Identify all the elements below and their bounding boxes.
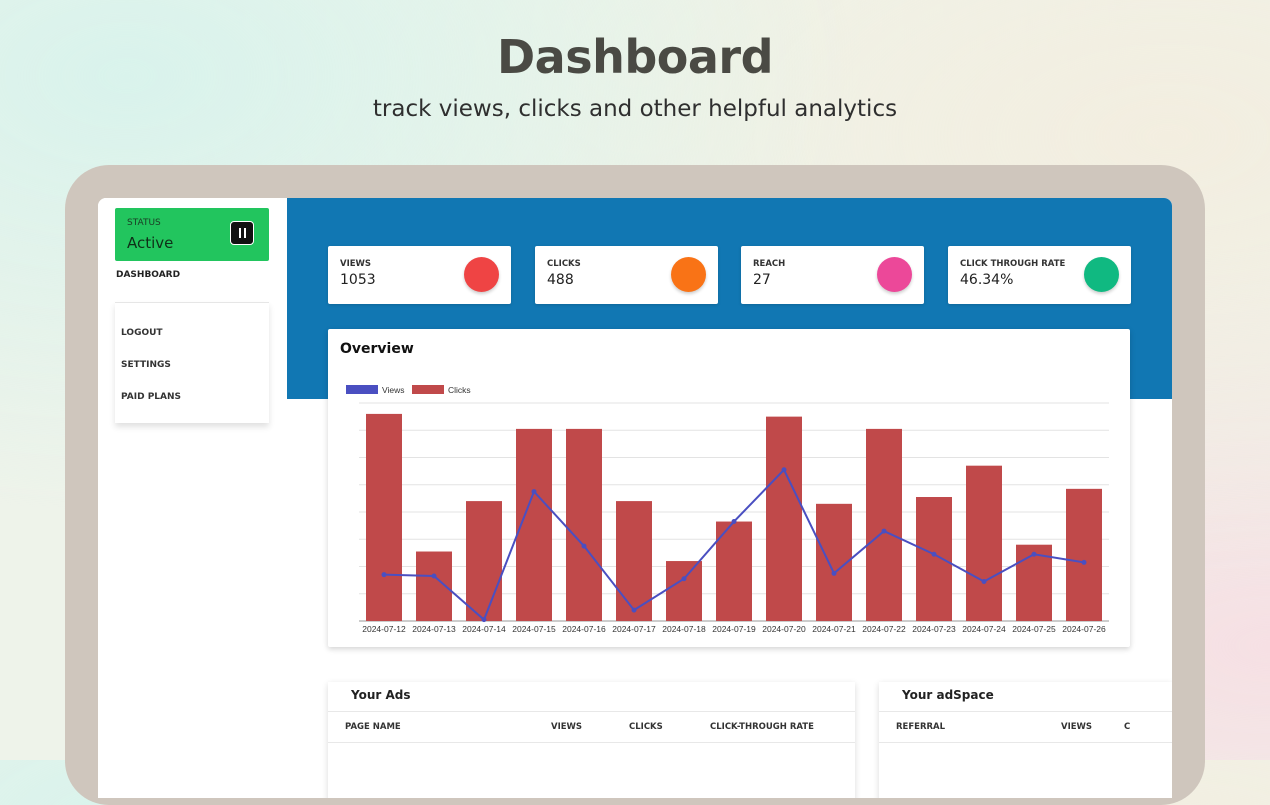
ads-table-header: PAGE NAME VIEWS CLICKS CLICK-THROUGH RAT… — [328, 711, 855, 743]
x-tick-label: 2024-07-24 — [962, 624, 1006, 634]
pause-button[interactable] — [230, 221, 254, 245]
clicks-icon — [671, 257, 706, 292]
legend-swatch-clicks — [412, 385, 444, 394]
point-views — [1081, 559, 1087, 565]
point-views — [931, 551, 937, 557]
bar-clicks — [766, 416, 802, 621]
x-tick-label: 2024-07-16 — [562, 624, 606, 634]
adspace-table-header: REFERRAL VIEWS C — [879, 711, 1172, 743]
stat-label: REACH — [753, 259, 786, 269]
sidebar-item-settings[interactable]: SETTINGS — [121, 360, 171, 370]
point-views — [581, 543, 587, 549]
bar-clicks — [966, 465, 1002, 621]
point-views — [681, 576, 687, 582]
overview-chart: 2024-07-12 2024-07-13 2024-07-14 2024-07-15… — [346, 385, 1109, 634]
x-tick-label: 2024-07-22 — [862, 624, 906, 634]
adspace-table-card: Your adSpace REFERRAL VIEWS C — [879, 682, 1172, 798]
x-tick-label: 2024-07-18 — [662, 624, 706, 634]
point-views — [831, 570, 837, 576]
x-tick-label: 2024-07-26 — [1062, 624, 1106, 634]
adspace-table-title: Your adSpace — [902, 688, 994, 702]
x-tick-label: 2024-07-25 — [1012, 624, 1056, 634]
column-header[interactable]: C — [1124, 722, 1131, 732]
column-header[interactable]: CLICKS — [629, 722, 663, 732]
column-header[interactable]: PAGE NAME — [345, 722, 401, 732]
column-header[interactable]: VIEWS — [1061, 722, 1093, 732]
status-label: STATUS — [127, 218, 161, 228]
main-content: VIEWS 1053 CLICKS 488 REACH 27 CLICK THR… — [287, 198, 1172, 798]
ads-table-title: Your Ads — [351, 688, 411, 702]
bar-clicks — [566, 428, 602, 621]
point-views — [431, 573, 437, 579]
bar-clicks — [466, 501, 502, 621]
x-tick-label: 2024-07-19 — [712, 624, 756, 634]
page-subtitle: track views, clicks and other helpful an… — [372, 96, 898, 122]
x-tick-label: 2024-07-14 — [462, 624, 506, 634]
status-box: STATUS Active — [115, 208, 269, 261]
status-value: Active — [127, 234, 174, 252]
stat-value: 27 — [753, 272, 771, 288]
point-views — [781, 467, 787, 473]
stat-card-clicks: CLICKS 488 — [535, 246, 718, 304]
point-views — [1031, 551, 1037, 557]
sidebar-menu: LOGOUT SETTINGS PAID PLANS — [115, 302, 269, 423]
x-tick-label: 2024-07-20 — [762, 624, 806, 634]
stat-card-reach: REACH 27 — [741, 246, 924, 304]
x-tick-label: 2024-07-17 — [612, 624, 656, 634]
bar-clicks — [866, 428, 902, 621]
x-tick-label: 2024-07-23 — [912, 624, 956, 634]
column-header[interactable]: VIEWS — [551, 722, 583, 732]
bar-clicks — [366, 413, 402, 621]
x-tick-label: 2024-07-13 — [412, 624, 456, 634]
views-icon — [464, 257, 499, 292]
point-views — [881, 528, 887, 534]
ctr-icon — [1084, 257, 1119, 292]
stat-label: CLICKS — [547, 259, 581, 269]
overview-card: Overview 2024-07-12 2024-07-13 2024-07-14 2… — [328, 329, 1130, 647]
reach-icon — [877, 257, 912, 292]
column-header[interactable]: CLICK-THROUGH RATE — [710, 722, 814, 732]
bar-clicks — [616, 501, 652, 621]
page-title: Dashboard — [496, 30, 774, 84]
point-views — [381, 572, 387, 578]
bar-clicks — [666, 561, 702, 621]
sidebar-item-paid-plans[interactable]: PAID PLANS — [121, 392, 181, 402]
sidebar: STATUS Active DASHBOARD LOGOUT SETTINGS … — [98, 198, 287, 798]
bar-clicks — [1016, 544, 1052, 621]
stat-label: CLICK THROUGH RATE — [960, 259, 1066, 269]
x-tick-label: 2024-07-21 — [812, 624, 856, 634]
bar-clicks — [1066, 488, 1102, 621]
bar-clicks — [716, 521, 752, 621]
stat-value: 1053 — [340, 272, 376, 288]
ads-table-card: Your Ads PAGE NAME VIEWS CLICKS CLICK-TH… — [328, 682, 855, 798]
column-header[interactable]: REFERRAL — [896, 722, 946, 732]
stat-card-views: VIEWS 1053 — [328, 246, 511, 304]
stat-card-ctr: CLICK THROUGH RATE 46.34% — [948, 246, 1131, 304]
point-views — [481, 617, 487, 623]
legend-label-clicks: Clicks — [448, 385, 471, 395]
overview-title: Overview — [340, 341, 414, 357]
bar-clicks — [916, 497, 952, 621]
x-tick-label: 2024-07-12 — [362, 624, 406, 634]
point-views — [631, 607, 637, 613]
stat-value: 46.34% — [960, 272, 1014, 288]
stat-value: 488 — [547, 272, 574, 288]
stat-label: VIEWS — [340, 259, 372, 269]
app-screen: STATUS Active DASHBOARD LOGOUT SETTINGS … — [98, 198, 1172, 798]
legend-swatch-views — [346, 385, 378, 394]
point-views — [531, 489, 537, 495]
sidebar-item-dashboard[interactable]: DASHBOARD — [116, 270, 181, 280]
x-tick-label: 2024-07-15 — [512, 624, 556, 634]
sidebar-item-logout[interactable]: LOGOUT — [121, 328, 163, 338]
legend-label-views: Views — [382, 385, 405, 395]
point-views — [731, 519, 737, 525]
point-views — [981, 578, 987, 584]
